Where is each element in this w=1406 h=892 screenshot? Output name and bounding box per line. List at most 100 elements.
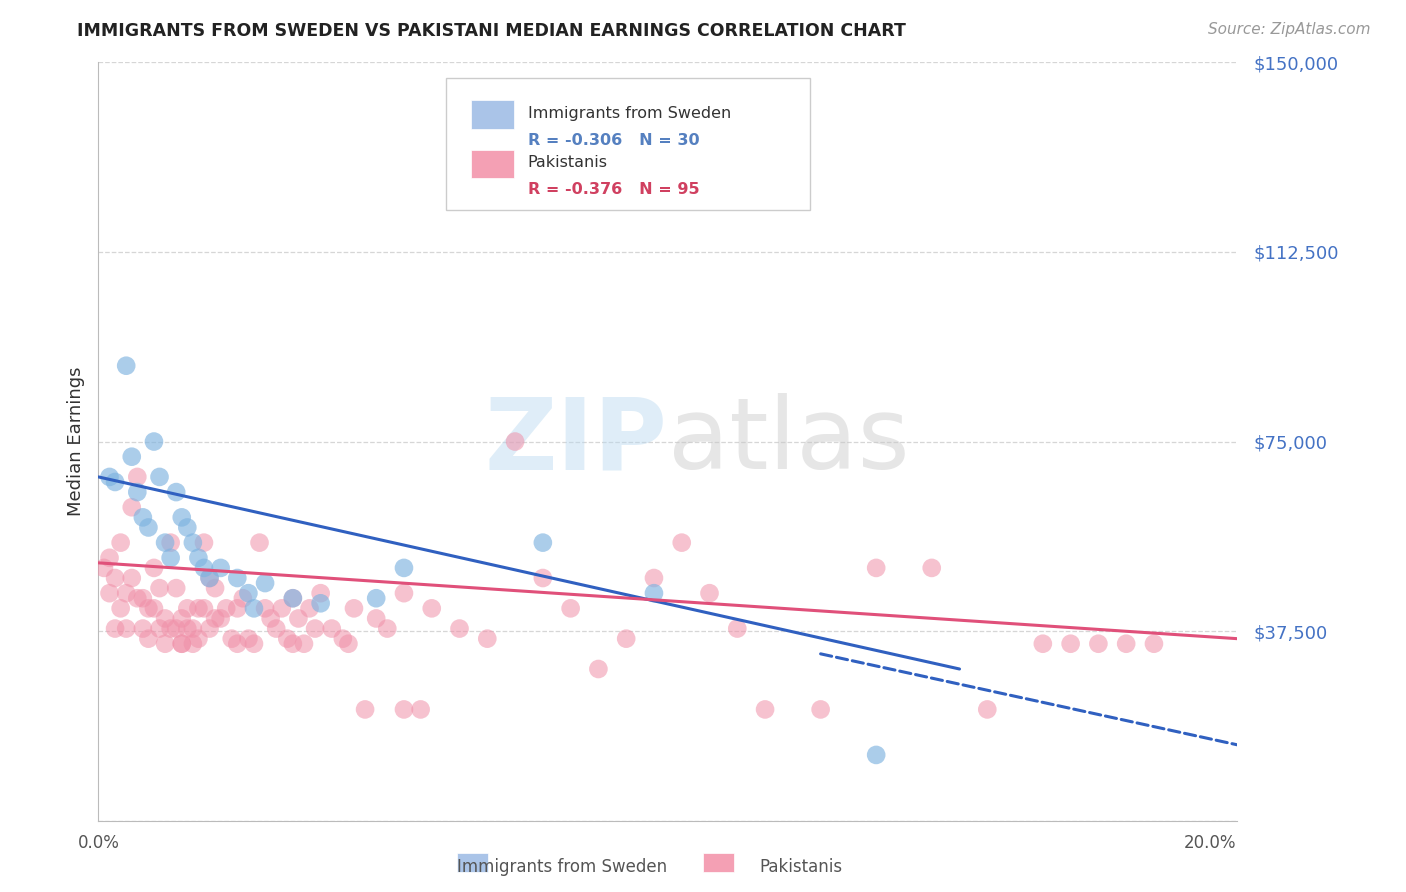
Point: [181, 622, 204, 636]
Point: [93, 561, 115, 575]
Point: [725, 622, 748, 636]
Point: [104, 622, 127, 636]
Point: [420, 601, 443, 615]
Point: [409, 702, 432, 716]
Point: [865, 561, 887, 575]
Text: Immigrants from Sweden: Immigrants from Sweden: [457, 858, 668, 876]
Point: [226, 601, 249, 615]
Point: [309, 586, 332, 600]
Point: [976, 702, 998, 716]
Point: [671, 535, 693, 549]
Point: [204, 581, 226, 595]
Point: [132, 591, 155, 606]
Point: [1032, 637, 1054, 651]
Point: [226, 637, 249, 651]
Point: [270, 601, 292, 615]
Point: [392, 586, 415, 600]
Point: [98, 550, 121, 565]
Point: [170, 637, 193, 651]
Text: R = -0.306   N = 30: R = -0.306 N = 30: [527, 133, 699, 148]
Point: [181, 535, 204, 549]
Point: [104, 475, 127, 489]
Point: [1059, 637, 1081, 651]
Point: [153, 611, 176, 625]
FancyBboxPatch shape: [457, 853, 488, 872]
Point: [132, 622, 155, 636]
FancyBboxPatch shape: [471, 101, 515, 129]
Point: [127, 470, 149, 484]
Point: [115, 622, 138, 636]
Text: R = -0.376   N = 95: R = -0.376 N = 95: [527, 182, 699, 197]
Point: [287, 611, 309, 625]
Point: [153, 535, 176, 549]
Point: [332, 632, 354, 646]
Point: [148, 470, 170, 484]
Point: [643, 571, 665, 585]
Point: [531, 571, 554, 585]
Point: [165, 581, 187, 595]
FancyBboxPatch shape: [703, 853, 734, 872]
Point: [138, 601, 160, 615]
Point: [281, 591, 304, 606]
Point: [176, 520, 198, 534]
Point: [281, 637, 304, 651]
Point: [104, 571, 127, 585]
Point: [264, 622, 287, 636]
Point: [238, 632, 260, 646]
Point: [170, 510, 193, 524]
Point: [215, 601, 238, 615]
Point: [375, 622, 398, 636]
Point: [614, 632, 637, 646]
Point: [110, 535, 132, 549]
Point: [276, 632, 298, 646]
Point: [921, 561, 943, 575]
Point: [560, 601, 582, 615]
Point: [159, 550, 181, 565]
Point: [127, 591, 149, 606]
Point: [143, 601, 166, 615]
Point: [121, 450, 143, 464]
Point: [209, 611, 232, 625]
Text: atlas: atlas: [668, 393, 910, 490]
Point: [170, 611, 193, 625]
Point: [588, 662, 610, 676]
Point: [343, 601, 366, 615]
Point: [309, 596, 332, 610]
Point: [865, 747, 887, 762]
Point: [193, 535, 215, 549]
Point: [354, 702, 377, 716]
Point: [249, 535, 271, 549]
Point: [165, 485, 187, 500]
Point: [148, 622, 170, 636]
FancyBboxPatch shape: [471, 150, 515, 178]
Text: Immigrants from Sweden: Immigrants from Sweden: [527, 106, 731, 120]
Point: [243, 637, 266, 651]
Point: [292, 637, 315, 651]
Point: [143, 434, 166, 449]
Point: [392, 561, 415, 575]
Text: Source: ZipAtlas.com: Source: ZipAtlas.com: [1208, 22, 1371, 37]
Point: [699, 586, 721, 600]
Point: [243, 601, 266, 615]
Point: [121, 500, 143, 515]
FancyBboxPatch shape: [446, 78, 810, 211]
Point: [366, 591, 388, 606]
Point: [187, 550, 209, 565]
Point: [281, 591, 304, 606]
Point: [198, 571, 221, 585]
Point: [298, 601, 321, 615]
Point: [159, 535, 181, 549]
Point: [304, 622, 326, 636]
Point: [132, 510, 155, 524]
Point: [98, 470, 121, 484]
Point: [187, 601, 209, 615]
Point: [321, 622, 343, 636]
Point: [165, 622, 187, 636]
Point: [198, 571, 221, 585]
Text: Pakistanis: Pakistanis: [759, 858, 844, 876]
Point: [238, 586, 260, 600]
Point: [121, 571, 143, 585]
Point: [254, 601, 277, 615]
Point: [226, 571, 249, 585]
Point: [198, 622, 221, 636]
